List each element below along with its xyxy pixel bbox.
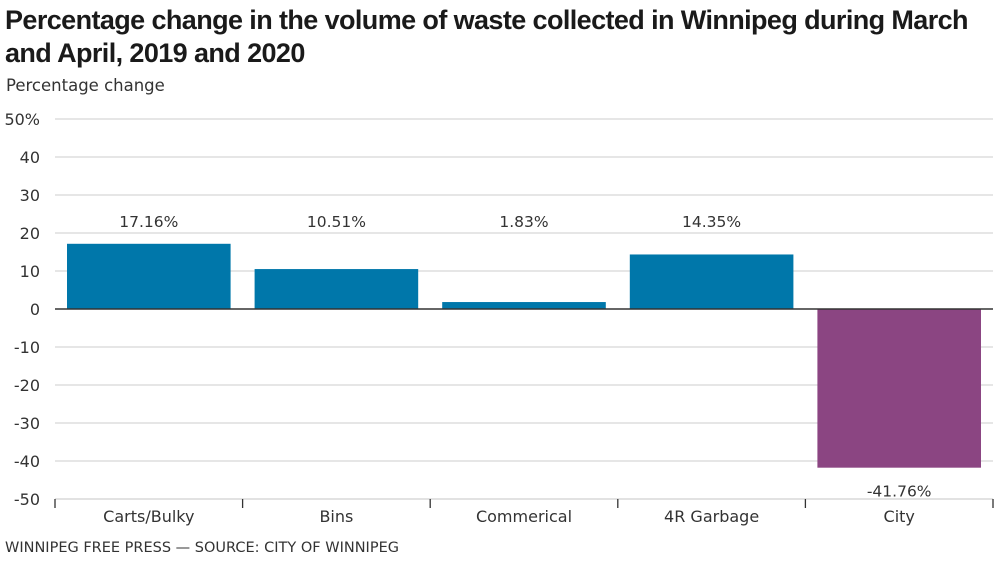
y-tick-label: 40 — [20, 148, 40, 167]
y-tick-label: -30 — [14, 414, 40, 433]
data-label: 14.35% — [682, 213, 741, 231]
y-tick-label: -20 — [14, 376, 40, 395]
x-tick-label: 4R Garbage — [664, 507, 759, 526]
y-axis-ticks: 50% 40 30 20 10 0 -10 -20 -30 -40 -50 — [4, 110, 40, 509]
data-label: -41.76% — [867, 483, 932, 501]
y-tick-label: -40 — [14, 452, 40, 471]
x-tick-label: City — [884, 507, 915, 526]
x-axis: Carts/Bulky Bins Commerical 4R Garbage City — [54, 308, 994, 526]
chart-title: Percentage change in the volume of waste… — [5, 5, 969, 68]
data-labels: 17.16% 10.51% 1.83% 14.35% -41.76% — [119, 213, 931, 501]
bar — [817, 309, 981, 468]
data-label: 1.83% — [499, 213, 548, 231]
bar — [629, 254, 794, 309]
y-tick-label: 0 — [30, 300, 40, 319]
y-tick-label: 30 — [20, 186, 40, 205]
source-credit: WINNIPEG FREE PRESS — SOURCE: CITY OF WI… — [5, 540, 399, 556]
y-tick-label: 50% — [4, 110, 40, 129]
data-label: 10.51% — [307, 213, 366, 231]
bar — [67, 243, 231, 309]
y-tick-label: -50 — [14, 490, 40, 509]
y-tick-label: 20 — [20, 224, 40, 243]
bar — [254, 269, 419, 309]
bar — [442, 302, 606, 309]
y-tick-label: -10 — [14, 338, 40, 357]
y-tick-label: 10 — [20, 262, 40, 281]
x-tick-label: Bins — [319, 507, 353, 526]
x-tick-label: Commerical — [476, 507, 572, 526]
x-tick-label: Carts/Bulky — [103, 507, 194, 526]
y-axis-label: Percentage change — [6, 76, 165, 95]
data-label: 17.16% — [119, 213, 178, 231]
bars — [67, 243, 981, 468]
